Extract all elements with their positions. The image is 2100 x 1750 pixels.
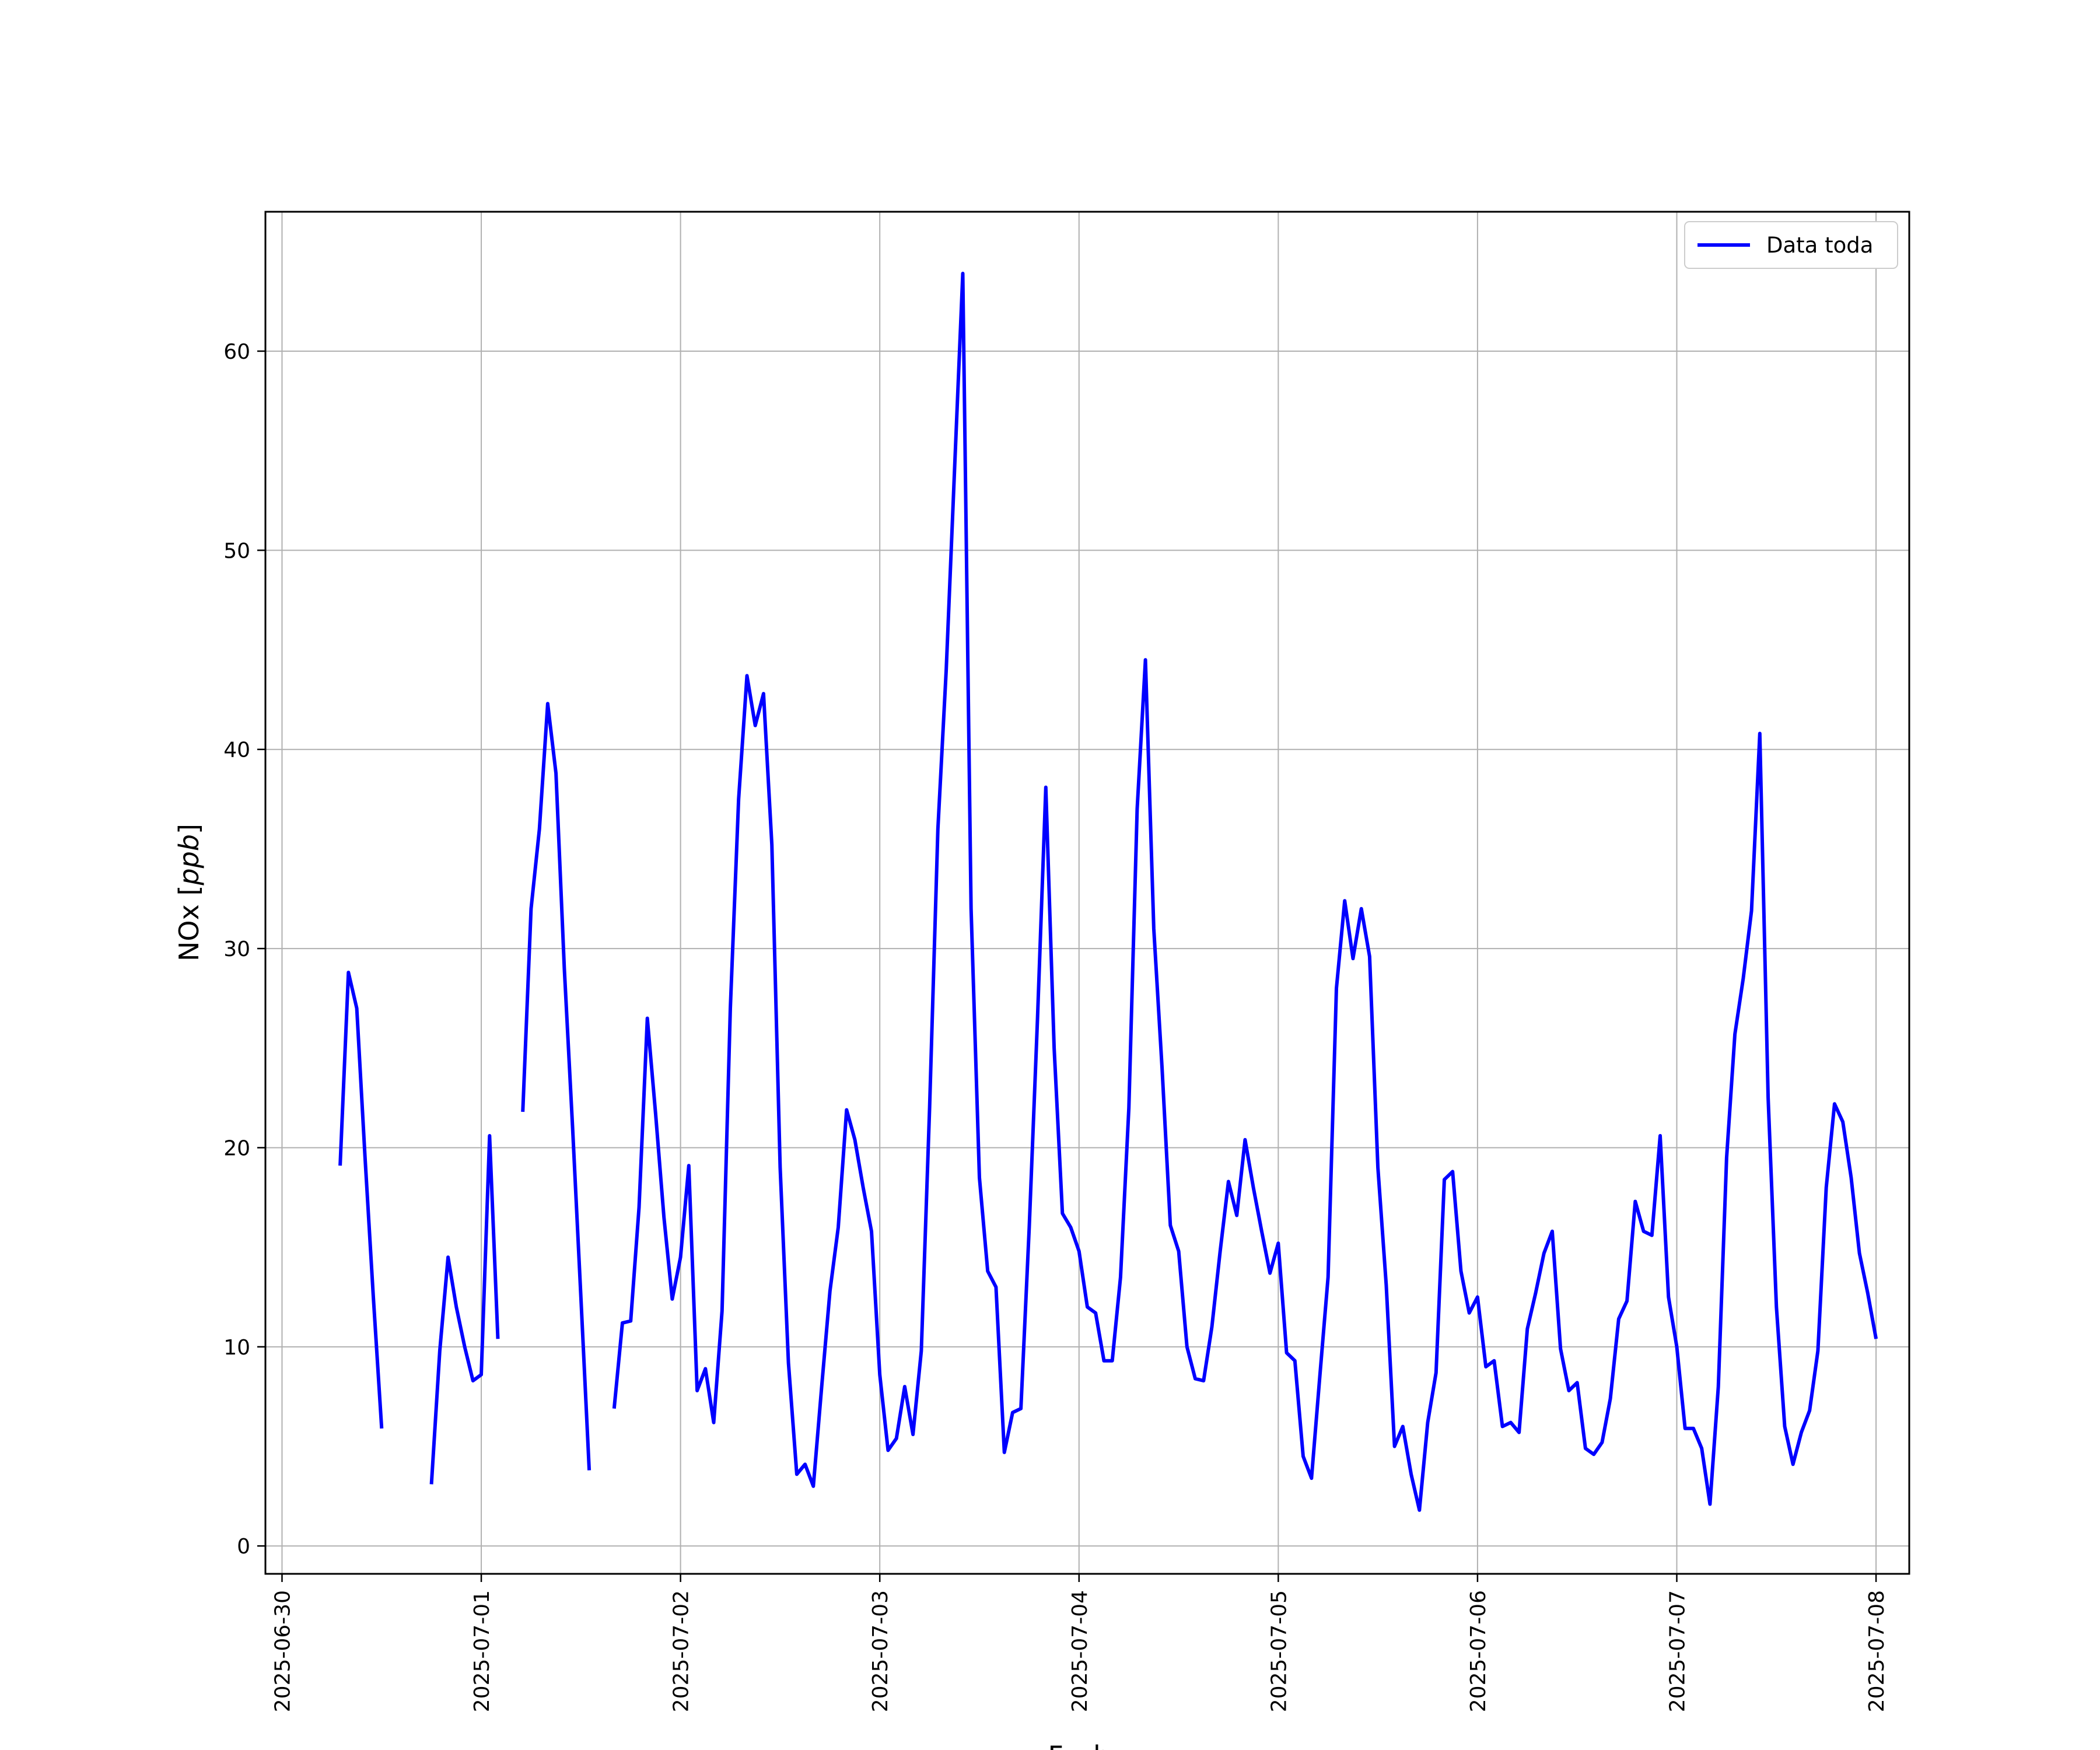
y-tick-label: 10	[223, 1336, 250, 1360]
y-tick-label: 30	[223, 937, 250, 961]
y-axis-title-text: NOx [	[173, 886, 205, 961]
x-tick-label: 2025-07-08	[1865, 1590, 1889, 1712]
x-tick-label: 2025-07-05	[1267, 1590, 1291, 1712]
series-layer	[338, 271, 1878, 1512]
y-axis-title-unit: ppb	[173, 834, 205, 886]
plot-frame	[264, 211, 1910, 1575]
series-line-data-toda	[612, 271, 1878, 1512]
y-tick-label: 0	[237, 1535, 250, 1559]
plot-area	[265, 212, 1909, 1574]
legend-label-data-toda: Data toda	[1766, 233, 1873, 258]
series-line-data-toda	[521, 702, 592, 1471]
y-tick-label: 40	[223, 738, 250, 762]
y-axis-title: NOx [ppb]	[173, 824, 205, 961]
x-tick-label: 2025-06-30	[271, 1590, 295, 1712]
x-tick-label: 2025-07-04	[1068, 1590, 1092, 1712]
y-tick-label: 20	[223, 1136, 250, 1160]
x-tick-label: 2025-07-01	[470, 1590, 494, 1712]
x-tick-label: 2025-07-07	[1665, 1590, 1689, 1712]
grid-lines	[265, 212, 1909, 1574]
y-axis-title-close: ]	[173, 824, 205, 834]
x-axis-title: Fecha	[1048, 1740, 1127, 1750]
legend-box	[1684, 221, 1898, 269]
x-tick-label: 2025-07-06	[1466, 1590, 1490, 1712]
series-line-data-toda	[338, 971, 384, 1429]
legend: Data toda	[1684, 221, 1898, 269]
x-tick-label: 2025-07-02	[670, 1590, 694, 1712]
x-axis: 2025-06-30 2025-07-01 2025-07-02 2025-07-03…	[271, 1574, 1889, 1712]
y-axis: 0 10 20 30 40 50 60	[223, 340, 265, 1559]
x-tick-label: 2025-07-03	[869, 1590, 892, 1712]
series-line-data-toda	[429, 1134, 500, 1485]
y-tick-label: 60	[223, 340, 250, 364]
y-tick-label: 50	[223, 539, 250, 563]
